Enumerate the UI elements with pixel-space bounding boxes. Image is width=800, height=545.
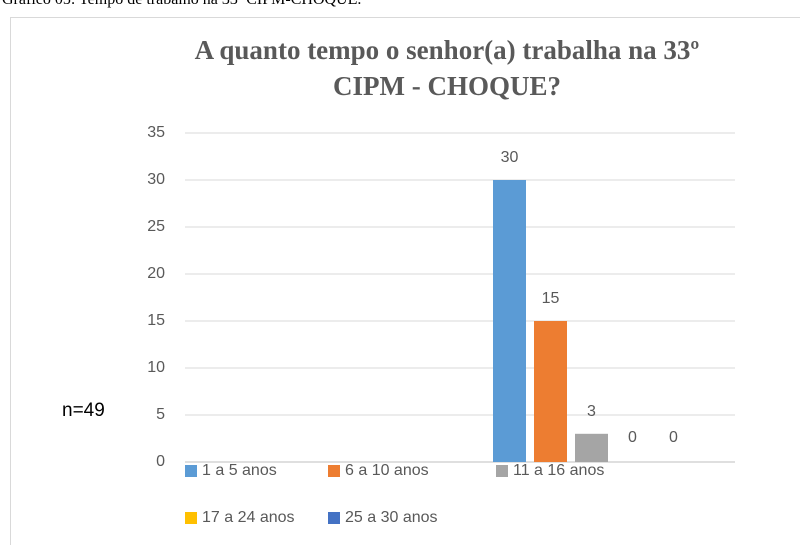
legend-swatch bbox=[496, 465, 508, 477]
annotation: n=49 bbox=[62, 400, 105, 421]
y-tick-label: 5 bbox=[156, 406, 165, 423]
y-tick-label: 25 bbox=[147, 218, 165, 235]
y-tick-label: 35 bbox=[147, 124, 165, 141]
legend-label: 6 a 10 anos bbox=[345, 462, 429, 479]
legend-label: 17 a 24 anos bbox=[202, 509, 295, 526]
y-tick-label: 15 bbox=[147, 312, 165, 329]
y-tick-label: 30 bbox=[147, 171, 165, 188]
y-tick-label: 0 bbox=[156, 453, 165, 470]
chart-frame bbox=[10, 17, 800, 545]
value-label: 3 bbox=[587, 403, 596, 420]
legend-swatch bbox=[185, 465, 197, 477]
bar bbox=[575, 433, 608, 462]
bar bbox=[534, 321, 567, 462]
legend-swatch bbox=[185, 512, 197, 524]
legend-swatch bbox=[328, 512, 340, 524]
value-label: 15 bbox=[542, 290, 560, 307]
value-label: 0 bbox=[628, 429, 637, 446]
caption: Gráfico 05: Tempo de trabalho na 33ª CIP… bbox=[2, 0, 361, 9]
bar bbox=[493, 180, 526, 462]
legend-label: 11 a 16 anos bbox=[513, 462, 604, 479]
y-tick-label: 10 bbox=[147, 359, 165, 376]
value-label: 30 bbox=[501, 149, 519, 166]
legend-label: 25 a 30 anos bbox=[345, 509, 438, 526]
legend-label: 1 a 5 anos bbox=[202, 462, 277, 479]
legend-swatch bbox=[328, 465, 340, 477]
y-tick-label: 20 bbox=[147, 265, 165, 282]
chart-title: A quanto tempo o senhor(a) trabalha na 3… bbox=[194, 35, 700, 101]
value-label: 0 bbox=[669, 429, 678, 446]
